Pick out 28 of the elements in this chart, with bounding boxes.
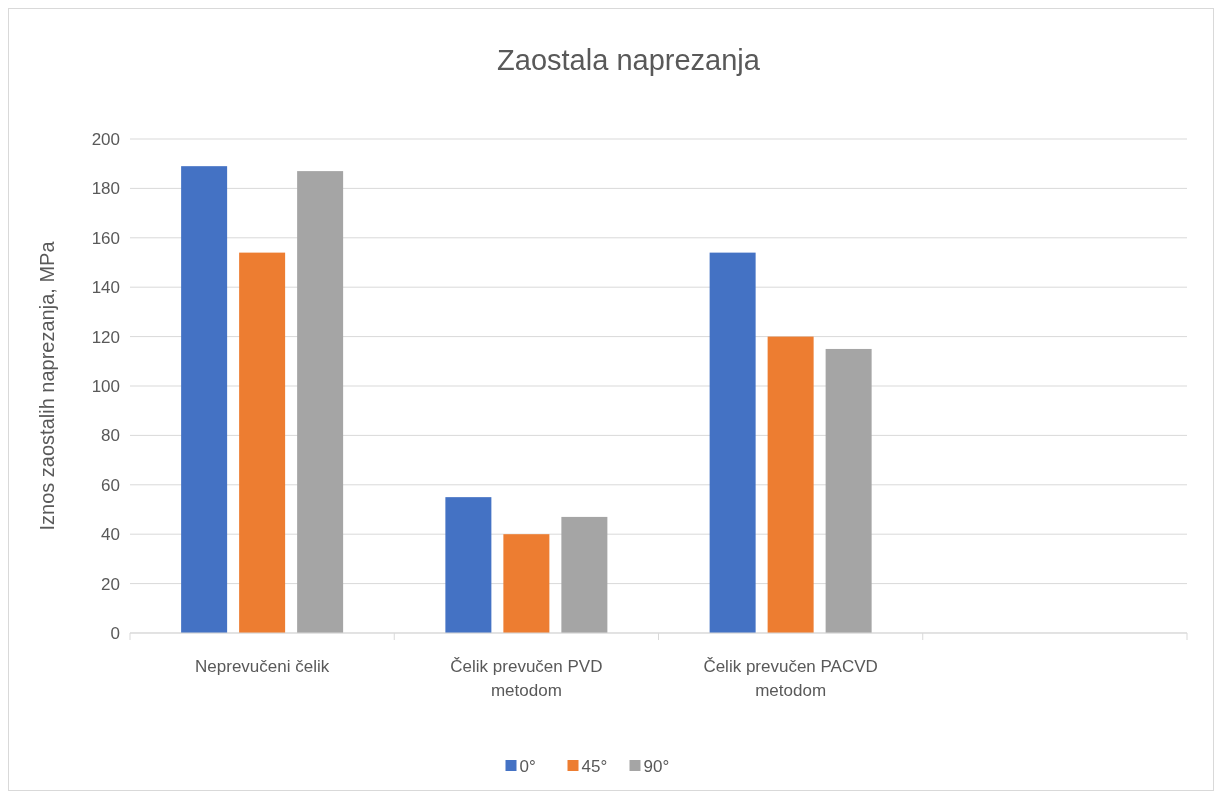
chart-title: Zaostala naprezanja: [497, 44, 761, 76]
y-tick-label: 200: [91, 129, 120, 149]
bar: [239, 252, 286, 633]
y-tick-label: 40: [101, 525, 120, 545]
y-tick-label: 160: [91, 228, 120, 248]
y-tick-label: 80: [101, 426, 120, 446]
y-tick-label: 120: [91, 327, 120, 347]
legend-label: 90°: [643, 756, 670, 776]
y-tick-label: 0: [110, 623, 120, 643]
legend-label: 0°: [519, 756, 536, 776]
y-axis-title: Iznos zaostalih naprezanja, MPa: [36, 240, 58, 531]
bar: [445, 497, 492, 633]
y-tick-label: 100: [91, 376, 120, 396]
bar: [503, 534, 550, 633]
y-tick-label: 60: [101, 475, 120, 495]
bar: [561, 516, 608, 633]
x-tick-label: Neprevučeni čelik: [195, 657, 330, 676]
bar: [767, 336, 814, 633]
bar: [709, 252, 756, 633]
y-tick-label: 180: [91, 179, 120, 199]
legend-label: 45°: [581, 756, 608, 776]
x-tick-label: Čelik prevučen PACVD metodom: [703, 657, 878, 700]
bar: [181, 166, 228, 633]
bar: [297, 171, 344, 633]
y-tick-label: 140: [91, 278, 120, 298]
x-tick-label: Čelik prevučen PVD metodom: [450, 657, 603, 700]
bar: [825, 348, 872, 633]
y-tick-label: 20: [101, 574, 120, 594]
